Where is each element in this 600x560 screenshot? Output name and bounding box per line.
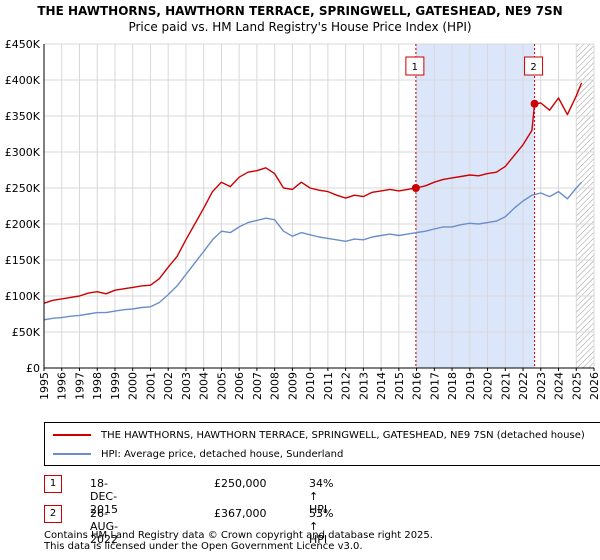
y-tick-label: £300K	[5, 146, 41, 159]
sale-price-1: £250,000	[214, 477, 267, 490]
chart-title: THE HAWTHORNS, HAWTHORN TERRACE, SPRINGW…	[37, 4, 563, 18]
x-tick-label: 2026	[588, 372, 600, 400]
x-tick-label: 1998	[91, 372, 104, 400]
sale-marker-1: 1	[44, 475, 62, 493]
x-tick-label: 2025	[570, 372, 583, 400]
sale-box-label-1: 1	[412, 62, 418, 73]
x-tick-label: 2011	[322, 372, 335, 400]
y-tick-label: £350K	[5, 110, 41, 123]
x-tick-label: 2005	[215, 372, 228, 400]
x-tick-label: 2001	[144, 372, 157, 400]
sale-date-1: 18-DEC-2015	[90, 477, 118, 516]
x-tick-label: 2017	[428, 372, 441, 400]
legend-swatch-hpi	[53, 453, 91, 455]
footer: Contains HM Land Registry data © Crown c…	[44, 530, 433, 552]
x-tick-label: 2013	[357, 372, 370, 400]
legend-swatch-property	[53, 434, 91, 436]
y-tick-label: £200K	[5, 218, 41, 231]
x-tick-label: 2019	[464, 372, 477, 400]
chart-subtitle: Price paid vs. HM Land Registry's House …	[128, 20, 472, 34]
x-tick-label: 1995	[38, 372, 51, 400]
sale-date-2: 26-AUG-2022	[90, 507, 119, 546]
hatched-region	[576, 44, 594, 368]
sale-price-2: £367,000	[214, 507, 267, 520]
x-tick-label: 2018	[446, 372, 459, 400]
sale-hpi-change-1: 34% ↑ HPI	[309, 477, 334, 516]
y-tick-label: £150K	[5, 254, 41, 267]
sale-hpi-change-2: 53% ↑ HPI	[309, 507, 334, 546]
sale-marker-2: 2	[44, 505, 62, 523]
x-tick-label: 2024	[553, 372, 566, 400]
x-tick-label: 2004	[198, 372, 211, 400]
x-tick-label: 2022	[517, 372, 530, 400]
sale-box-label-2: 2	[530, 62, 536, 73]
x-tick-label: 2006	[233, 372, 246, 400]
x-tick-label: 2007	[251, 372, 264, 400]
footer-copyright: Contains HM Land Registry data © Crown c…	[44, 530, 433, 541]
x-tick-label: 2012	[340, 372, 353, 400]
y-tick-label: £400K	[5, 74, 41, 87]
x-tick-label: 2020	[482, 372, 495, 400]
x-tick-label: 2016	[411, 372, 424, 400]
x-tick-label: 1996	[56, 372, 69, 400]
y-tick-label: £250K	[5, 182, 41, 195]
y-tick-label: £450K	[5, 38, 41, 51]
y-tick-label: £100K	[5, 290, 41, 303]
x-tick-label: 2003	[180, 372, 193, 400]
x-tick-label: 2014	[375, 372, 388, 400]
x-tick-label: 1999	[109, 372, 122, 400]
legend-item-hpi: HPI: Average price, detached house, Sund…	[53, 445, 343, 463]
legend-label-property: THE HAWTHORNS, HAWTHORN TERRACE, SPRINGW…	[101, 429, 585, 441]
x-tick-label: 2002	[162, 372, 175, 400]
x-tick-label: 2015	[393, 372, 406, 400]
x-tick-label: 2023	[535, 372, 548, 400]
legend-label-hpi: HPI: Average price, detached house, Sund…	[101, 448, 344, 460]
x-tick-label: 2010	[304, 372, 317, 400]
footer-licence: This data is licensed under the Open Gov…	[44, 541, 363, 552]
y-tick-label: £0	[26, 362, 40, 375]
legend-item-property: THE HAWTHORNS, HAWTHORN TERRACE, SPRINGW…	[53, 426, 585, 444]
x-tick-label: 2000	[127, 372, 140, 400]
x-tick-label: 2009	[286, 372, 299, 400]
sale-point-2	[530, 99, 539, 108]
sale-point-1	[411, 184, 420, 192]
sale-box-2	[524, 56, 544, 76]
x-tick-label: 2021	[499, 372, 512, 400]
price-chart: £0 £50K £100K £150K £200K £250K £300K £350K £400…	[5, 38, 600, 400]
y-tick-label: £50K	[12, 326, 41, 339]
series-line-hpi	[43, 181, 583, 321]
ownership-period-shading	[415, 44, 535, 368]
x-tick-label: 1997	[73, 372, 86, 400]
series-line-property	[43, 82, 583, 304]
legend: THE HAWTHORNS, HAWTHORN TERRACE, SPRINGW…	[44, 422, 600, 466]
x-tick-label: 2008	[269, 372, 282, 400]
sale-box-1	[405, 56, 425, 76]
